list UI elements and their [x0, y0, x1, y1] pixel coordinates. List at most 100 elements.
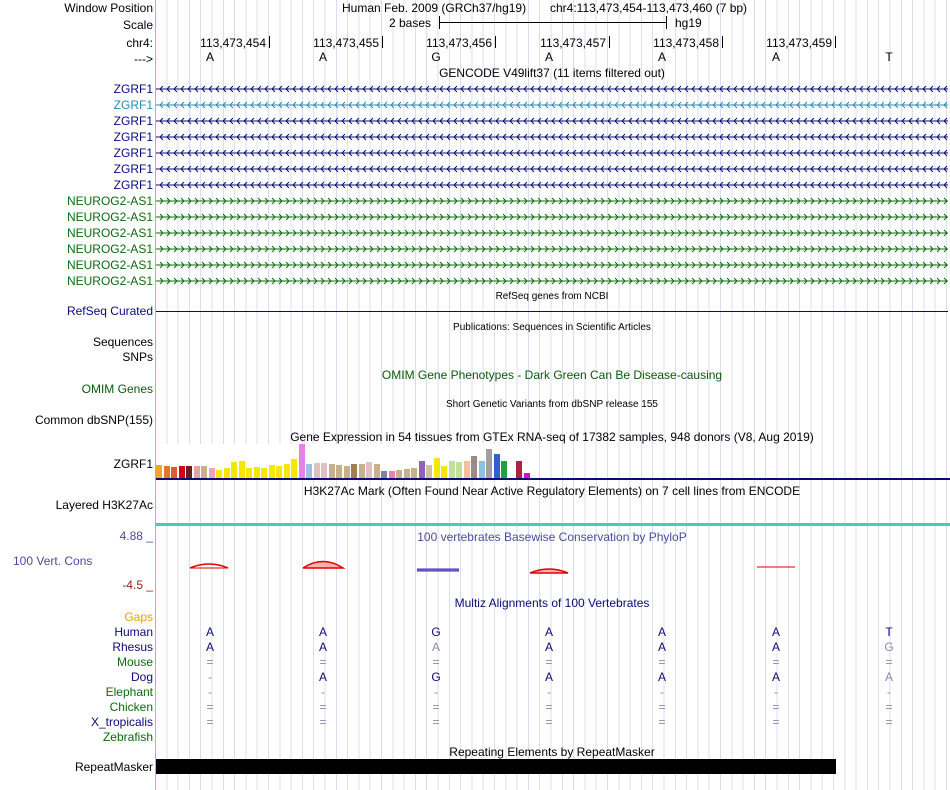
gencode-item-label[interactable]: NEUROG2-AS1: [66, 242, 153, 256]
gtex-tissue-bar[interactable]: [381, 471, 387, 478]
gtex-tissue-bar[interactable]: [471, 456, 477, 478]
dbsnp-label[interactable]: Common dbSNP(155): [34, 413, 153, 427]
gtex-tissue-bar[interactable]: [223, 468, 230, 478]
multiz-species-label[interactable]: Human: [114, 625, 153, 639]
gtex-tissue-bar[interactable]: [193, 466, 200, 478]
gtex-tissue-bar[interactable]: [358, 464, 365, 478]
gtex-tissue-bar[interactable]: [186, 466, 192, 478]
gtex-tissue-bar[interactable]: [216, 470, 222, 478]
gtex-tissue-bar[interactable]: [523, 473, 530, 478]
dbsnp-title[interactable]: Short Genetic Variants from dbSNP releas…: [446, 399, 658, 410]
gtex-tissue-bar[interactable]: [478, 461, 485, 478]
publications-label-sequences[interactable]: Sequences: [92, 335, 153, 349]
multiz-title[interactable]: Multiz Alignments of 100 Vertebrates: [454, 596, 650, 610]
gencode-item-label[interactable]: ZGRF1: [113, 130, 153, 144]
gencode-item-label[interactable]: NEUROG2-AS1: [66, 226, 153, 240]
repeatmasker-label[interactable]: RepeatMasker: [74, 760, 153, 774]
phylop-label[interactable]: 100 Vert. Cons: [13, 554, 93, 568]
gtex-tissue-bar[interactable]: [253, 467, 260, 478]
gtex-tissue-bar[interactable]: [388, 471, 395, 478]
gtex-tissue-bar[interactable]: [268, 465, 275, 478]
position-text[interactable]: chr4:113,473,454-113,473,460 (7 bp): [550, 1, 748, 15]
repeatmasker-feature[interactable]: [156, 759, 836, 774]
gtex-tissue-bar[interactable]: [411, 468, 417, 478]
gtex-tissue-bar[interactable]: [313, 463, 320, 478]
gtex-tissue-bar[interactable]: [343, 466, 350, 478]
gtex-tissue-bar[interactable]: [463, 461, 470, 478]
gencode-item-label[interactable]: NEUROG2-AS1: [66, 194, 153, 208]
gtex-tissue-bar[interactable]: [373, 464, 380, 478]
gtex-tissue-bar[interactable]: [351, 464, 357, 478]
gtex-tissue-bar[interactable]: [261, 468, 267, 478]
multiz-species-label[interactable]: X_tropicalis: [90, 715, 153, 729]
gencode-item-label[interactable]: NEUROG2-AS1: [66, 258, 153, 272]
gencode-item-label[interactable]: ZGRF1: [113, 178, 153, 192]
multiz-species-label[interactable]: Zebrafish: [102, 730, 153, 744]
gtex-tissue-bar[interactable]: [201, 466, 207, 478]
multiz-species-label[interactable]: Mouse: [116, 655, 153, 669]
refseq-feature[interactable]: [156, 311, 948, 312]
gencode-item-label[interactable]: NEUROG2-AS1: [66, 210, 153, 224]
gtex-tissue-bar[interactable]: [163, 466, 170, 478]
h3k27ac-title[interactable]: H3K27Ac Mark (Often Found Near Active Re…: [303, 484, 801, 498]
gtex-tissue-bar[interactable]: [433, 458, 440, 478]
h3k27ac-signal[interactable]: [156, 523, 950, 526]
gtex-tissue-bar[interactable]: [501, 461, 507, 478]
gtex-tissue-bar[interactable]: [178, 466, 185, 478]
gencode-item-label[interactable]: ZGRF1: [113, 114, 153, 128]
gencode-item-label[interactable]: NEUROG2-AS1: [66, 274, 153, 288]
gtex-tissue-bar[interactable]: [283, 464, 290, 478]
publications-label-snps[interactable]: SNPs: [122, 350, 153, 364]
gtex-tissue-bar[interactable]: [231, 462, 237, 478]
gtex-tissue-bar[interactable]: [441, 466, 447, 478]
publications-title[interactable]: Publications: Sequences in Scientific Ar…: [453, 322, 651, 333]
gtex-tissue-bar[interactable]: [276, 466, 282, 478]
multiz-species-label[interactable]: Dog: [130, 670, 153, 684]
gtex-tissue-bar[interactable]: [336, 465, 342, 478]
gtex-tissue-bar[interactable]: [328, 464, 335, 478]
gencode-item-label[interactable]: ZGRF1: [113, 146, 153, 160]
refseq-label[interactable]: RefSeq Curated: [66, 304, 153, 318]
gtex-tissue-bar[interactable]: [418, 461, 425, 478]
gtex-tissue-bar[interactable]: [403, 469, 410, 478]
gtex-tissue-bar[interactable]: [486, 449, 492, 478]
repeatmasker-title[interactable]: Repeating Elements by RepeatMasker: [449, 745, 655, 759]
h3k27ac-label[interactable]: Layered H3K27Ac: [55, 498, 153, 512]
omim-title[interactable]: OMIM Gene Phenotypes - Dark Green Can Be…: [381, 368, 723, 382]
gtex-tissue-bar[interactable]: [426, 465, 432, 478]
omim-label[interactable]: OMIM Genes: [81, 382, 153, 396]
gencode-item-label[interactable]: ZGRF1: [113, 162, 153, 176]
gtex-tissue-bar[interactable]: [246, 468, 252, 478]
gtex-tissue-bar[interactable]: [306, 464, 312, 478]
gtex-tissue-bar[interactable]: [321, 463, 327, 478]
refseq-title[interactable]: RefSeq genes from NCBI: [495, 291, 609, 302]
gtex-tissue-bar[interactable]: [508, 475, 515, 478]
gtex-tissue-bar[interactable]: [396, 470, 402, 478]
gtex-tissue-bar[interactable]: [238, 461, 245, 478]
gtex-tissue-bar[interactable]: [156, 465, 162, 478]
gtex-tissue-bar[interactable]: [493, 454, 500, 478]
gtex-title[interactable]: Gene Expression in 54 tissues from GTEx …: [290, 430, 814, 444]
gtex-tissue-bar[interactable]: [171, 467, 177, 478]
multiz-species-label[interactable]: Elephant: [105, 685, 153, 699]
multiz-species-label[interactable]: Rhesus: [112, 640, 153, 654]
gtex-tissue-bar[interactable]: [291, 459, 297, 478]
multiz-species-label[interactable]: Chicken: [109, 700, 153, 714]
gtex-tissue-bar[interactable]: [456, 462, 462, 478]
gtex-tissue-bar[interactable]: [208, 468, 215, 478]
phylop-title[interactable]: 100 vertebrates Basewise Conservation by…: [417, 530, 687, 544]
gtex-tissue-bar[interactable]: [366, 462, 372, 478]
gtex-tissue-bar[interactable]: [448, 461, 455, 478]
